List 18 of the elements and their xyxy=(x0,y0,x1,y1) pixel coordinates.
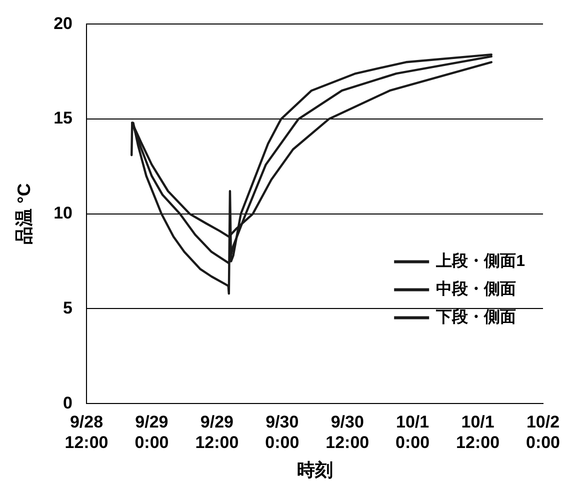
x-tick-label: 9/29 12:00 xyxy=(195,412,239,452)
x-tick-label: 10/1 12:00 xyxy=(456,412,500,452)
legend-label: 中段・側面 xyxy=(436,280,516,298)
x-tick-label: 9/29 0:00 xyxy=(134,412,169,452)
x-tick-label: 9/28 12:00 xyxy=(64,412,108,452)
x-tick-label: 9/30 12:00 xyxy=(326,412,370,452)
legend-label: 上段・側面1 xyxy=(435,252,526,270)
y-tick-label: 5 xyxy=(63,298,73,318)
y-tick-label: 10 xyxy=(54,204,73,223)
x-axis-title: 時刻 xyxy=(296,460,333,480)
y-tick-label: 0 xyxy=(63,393,73,412)
y-tick-label: 20 xyxy=(54,14,73,33)
y-tick-label: 15 xyxy=(54,108,73,128)
x-tick-label: 10/2 0:00 xyxy=(526,412,560,452)
x-tick-label: 10/1 0:00 xyxy=(396,412,430,452)
legend-label: 下段・側面 xyxy=(435,308,516,326)
y-axis-title: 品温 °C xyxy=(14,183,34,244)
x-tick-label: 9/30 0:00 xyxy=(265,412,300,452)
